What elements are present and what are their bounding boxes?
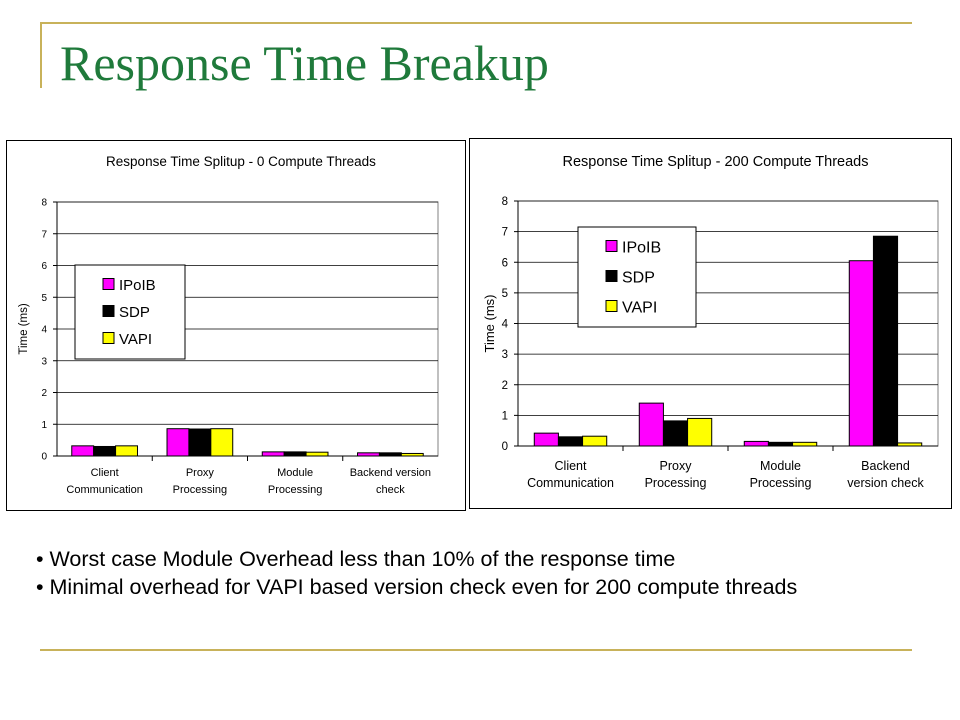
x-category-label: Communication [527, 476, 614, 490]
bar-sdp [662, 420, 689, 447]
footer-accent-line [40, 649, 912, 651]
y-tick-label: 5 [41, 293, 47, 304]
legend-swatch-sdp [605, 270, 618, 282]
title-accent-vertical-line [40, 22, 42, 88]
legend-swatch-sdp [102, 305, 115, 317]
legend-swatch-ipoib [605, 240, 618, 252]
y-axis-label: Time (ms) [18, 303, 30, 354]
legend-label-vapi: VAPI [119, 331, 152, 348]
legend-box [74, 264, 186, 360]
y-tick-label: 8 [502, 196, 508, 208]
y-axis-label: Time (ms) [482, 294, 497, 352]
x-category-label: Module [277, 467, 313, 479]
bar-sdp [93, 445, 117, 457]
y-tick-label: 5 [502, 288, 508, 300]
legend-swatch-ipoib [102, 278, 115, 290]
x-category-label: Processing [268, 484, 322, 496]
bullet-marker: • [36, 575, 44, 599]
chart-title: Response Time Splitup - 0 Compute Thread… [106, 154, 376, 169]
y-tick-label: 4 [502, 319, 509, 331]
x-category-label: Processing [750, 476, 812, 490]
y-tick-label: 0 [41, 452, 47, 463]
slide-title: Response Time Breakup [60, 35, 549, 91]
x-category-label: check [376, 484, 405, 496]
x-category-label: Processing [173, 484, 227, 496]
y-tick-label: 4 [41, 325, 47, 336]
bar-ipoib [261, 451, 285, 457]
bar-sdp [767, 441, 794, 447]
x-category-label: Proxy [660, 459, 693, 473]
y-tick-label: 8 [41, 198, 47, 209]
chart-svg-200-compute-threads: Response Time Splitup - 200 Compute Thre… [482, 154, 939, 490]
bar-sdp [557, 436, 584, 447]
y-tick-label: 1 [502, 410, 508, 422]
chart-200-compute-threads: Response Time Splitup - 200 Compute Thre… [469, 138, 952, 509]
legend-label-ipoib: IPoIB [119, 277, 156, 294]
bar-vapi [687, 417, 713, 447]
bar-sdp [378, 452, 402, 457]
bullet-text-1: Worst case Module Overhead less than 10%… [49, 547, 676, 571]
bar-ipoib [638, 402, 664, 447]
chart-title: Response Time Splitup - 200 Compute Thre… [562, 154, 868, 170]
y-tick-label: 7 [502, 227, 508, 239]
y-tick-label: 7 [41, 229, 47, 240]
y-tick-label: 6 [41, 261, 47, 272]
bullet-marker: • [36, 547, 44, 571]
y-tick-label: 6 [502, 257, 508, 269]
bar-ipoib [166, 428, 190, 457]
bar-ipoib [533, 432, 559, 447]
bar-ipoib [743, 440, 769, 447]
title-accent-horizontal-line [40, 22, 912, 24]
x-category-label: Communication [66, 484, 142, 496]
bar-vapi [305, 451, 329, 457]
bullet-text-2: Minimal overhead for VAPI based version … [49, 575, 798, 599]
bar-sdp [283, 451, 307, 457]
chart-0-compute-threads: Response Time Splitup - 0 Compute Thread… [6, 140, 466, 511]
legend-swatch-vapi [605, 300, 618, 312]
legend-label-ipoib: IPoIB [622, 239, 661, 256]
legend-label-vapi: VAPI [622, 299, 657, 316]
x-category-label: version check [847, 476, 924, 490]
x-category-label: Client [555, 459, 587, 473]
bar-vapi [792, 441, 818, 447]
bar-ipoib [848, 260, 874, 447]
legend-swatch-vapi [102, 332, 115, 344]
bar-vapi [400, 452, 424, 457]
bullet-item-1: • Worst case Module Overhead less than 1… [36, 545, 916, 573]
x-category-label: Client [91, 467, 119, 479]
bar-vapi [210, 428, 234, 457]
bar-vapi [582, 435, 608, 447]
y-tick-label: 2 [502, 380, 508, 392]
bar-vapi [115, 445, 138, 457]
bar-ipoib [71, 445, 95, 457]
bar-ipoib [357, 452, 380, 457]
legend-label-sdp: SDP [622, 269, 655, 286]
bullet-item-2: • Minimal overhead for VAPI based versio… [36, 573, 916, 601]
bar-sdp [872, 235, 899, 447]
x-category-label: Backend [861, 459, 910, 473]
legend-label-sdp: SDP [119, 304, 150, 321]
bullet-list: • Worst case Module Overhead less than 1… [36, 545, 916, 601]
y-tick-label: 3 [502, 349, 508, 361]
bar-sdp [188, 428, 212, 457]
chart-svg-0-compute-threads: Response Time Splitup - 0 Compute Thread… [18, 154, 439, 496]
legend-box [577, 226, 697, 328]
y-tick-label: 2 [41, 388, 47, 399]
x-category-label: Module [760, 459, 801, 473]
y-tick-label: 3 [41, 356, 47, 367]
x-category-label: Proxy [186, 467, 215, 479]
bar-vapi [897, 442, 923, 447]
y-tick-label: 1 [41, 420, 47, 431]
x-category-label: Processing [645, 476, 707, 490]
x-category-label: Backend version [350, 467, 431, 479]
y-tick-label: 0 [502, 441, 508, 453]
